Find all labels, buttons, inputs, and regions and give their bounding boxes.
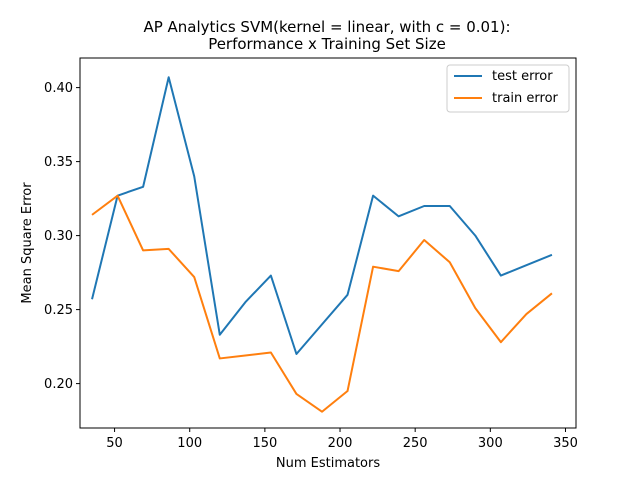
chart-title-line1: AP Analytics SVM(kernel = linear, with c… xyxy=(143,18,510,36)
axis-ticks: 50 100 150 200 250 300 350 0.20 0.25 0.30 0.35 0.40 xyxy=(44,81,578,451)
y-tick-label: 0.30 xyxy=(44,229,73,244)
series-line-train-error xyxy=(91,194,553,413)
chart-title-line2: Performance x Training Set Size xyxy=(208,35,446,53)
y-tick-label: 0.40 xyxy=(44,81,73,96)
y-axis-label: Mean Square Error xyxy=(20,182,35,304)
plot-area xyxy=(91,76,553,413)
y-tick-label: 0.35 xyxy=(44,155,73,170)
x-tick-label: 50 xyxy=(106,436,123,451)
x-tick-label: 350 xyxy=(553,436,578,451)
x-axis-label: Num Estimators xyxy=(276,456,380,471)
y-tick-label: 0.20 xyxy=(44,377,73,392)
legend: test error train error xyxy=(446,64,570,113)
legend-label-test-error: test error xyxy=(492,69,553,84)
x-tick-label: 250 xyxy=(403,436,428,451)
plot-frame xyxy=(79,57,577,429)
x-tick-label: 300 xyxy=(478,436,503,451)
legend-label-train-error: train error xyxy=(492,91,559,106)
y-tick-label: 0.25 xyxy=(44,303,73,318)
x-tick-label: 150 xyxy=(252,436,277,451)
series-line-test-error xyxy=(91,76,553,355)
x-tick-label: 200 xyxy=(328,436,353,451)
x-tick-label: 100 xyxy=(177,436,202,451)
